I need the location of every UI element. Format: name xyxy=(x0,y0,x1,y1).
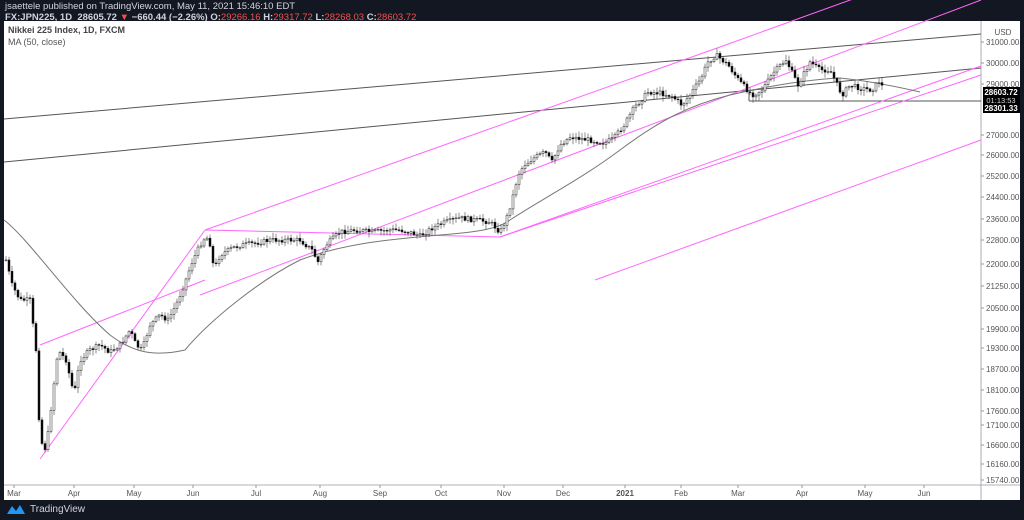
price-tick-label: 18700.00 xyxy=(986,365,1020,374)
time-tick-label: Feb xyxy=(674,489,688,498)
bar-countdown: 01:13:53 xyxy=(986,96,1015,105)
time-tick-label: Jun xyxy=(918,489,931,498)
price-tick-label: 19900.00 xyxy=(986,325,1020,334)
time-tick-label: Jul xyxy=(251,489,261,498)
time-tick-label: Mar xyxy=(731,489,745,498)
time-tick-label: Dec xyxy=(556,489,570,498)
time-tick-label: Sep xyxy=(373,489,388,498)
price-tick-label: 20500.00 xyxy=(986,304,1020,313)
time-tick-label: May xyxy=(126,489,141,498)
time-tick-label: Mar xyxy=(7,489,21,498)
last-price: 28605.72 xyxy=(77,12,117,23)
price-tick-label: 17600.00 xyxy=(986,407,1020,416)
trendline-lower[interactable] xyxy=(3,67,982,163)
price-tick-label: 22000.00 xyxy=(986,260,1020,269)
price-tick-label: 30000.00 xyxy=(986,59,1020,68)
price-tick-label: 26000.00 xyxy=(986,151,1020,160)
price-tick-label: 23600.00 xyxy=(986,215,1020,224)
price-tick-label: 17100.00 xyxy=(986,421,1020,430)
footer: TradingView xyxy=(6,503,85,515)
header: jsaettele published on TradingView.com, … xyxy=(5,1,416,23)
price-tick-label: 24400.00 xyxy=(986,193,1020,202)
price-tick-label: 25200.00 xyxy=(986,172,1020,181)
high-value: 29317.72 xyxy=(273,12,313,23)
indicator-label[interactable]: MA (50, close) xyxy=(8,37,66,47)
price-tick-label: 27000.00 xyxy=(986,131,1020,140)
trendline-upper[interactable] xyxy=(3,33,982,120)
last-price-box: 28603.72 01:13:53 28301.33 xyxy=(983,87,1020,113)
low-value: 28268.03 xyxy=(324,12,365,23)
price-tick-label: 31000.00 xyxy=(986,38,1020,47)
candlesticks[interactable] xyxy=(4,48,884,453)
price-tick-label: 22800.00 xyxy=(986,236,1020,245)
close-value: 28603.72 xyxy=(376,12,417,23)
time-axis[interactable]: Mar Apr May Jun Jul Aug Sep Oct Nov Dec 2021 Feb Mar… xyxy=(7,485,930,498)
published-line: jsaettele published on TradingView.com, … xyxy=(5,1,296,12)
price-tick-label: 19300.00 xyxy=(986,344,1020,353)
time-tick-label: Apr xyxy=(796,489,809,498)
price-tick-label: 29000.00 xyxy=(986,80,1020,89)
down-arrow-icon: ▼ xyxy=(119,12,130,23)
time-tick-label: Aug xyxy=(313,489,327,498)
chart-legend: Nikkei 225 Index, 1D, FXCM MA (50, close… xyxy=(8,24,125,48)
time-tick-label: Apr xyxy=(68,489,81,498)
time-tick-label: 2021 xyxy=(616,489,634,498)
time-tick-label: May xyxy=(857,489,872,498)
level-price-value: 28301.33 xyxy=(984,104,1018,113)
last-price-value: 28603.72 xyxy=(984,88,1018,97)
price-change: −660.44 (−2.26%) xyxy=(131,12,208,23)
time-tick-label: Nov xyxy=(497,489,511,498)
open-value: 29266.16 xyxy=(220,12,261,23)
price-tick-label: 18100.00 xyxy=(986,386,1020,395)
time-tick-label: Jun xyxy=(187,489,200,498)
symbol: FX:JPN225, 1D xyxy=(5,12,73,23)
brand-name[interactable]: TradingView xyxy=(30,503,86,515)
price-tick-label: 16600.00 xyxy=(986,441,1020,450)
currency-label: USD xyxy=(995,28,1012,37)
price-tick-label: 21250.00 xyxy=(986,282,1020,291)
price-axis[interactable]: 31000.00 30000.00 29000.00 27000.00 26000.00… xyxy=(981,38,1020,485)
channel-lines[interactable] xyxy=(39,0,982,460)
series-title: Nikkei 225 Index, 1D, FXCM xyxy=(8,25,126,35)
price-tick-label: 16160.00 xyxy=(986,460,1020,469)
tradingview-logo-icon xyxy=(7,505,25,514)
symbol-quote-line: FX:JPN225, 1D 28605.72 ▼ −660.44 (−2.26%… xyxy=(5,12,417,23)
time-tick-label: Oct xyxy=(435,489,448,498)
price-tick-label: 15740.00 xyxy=(986,476,1020,485)
